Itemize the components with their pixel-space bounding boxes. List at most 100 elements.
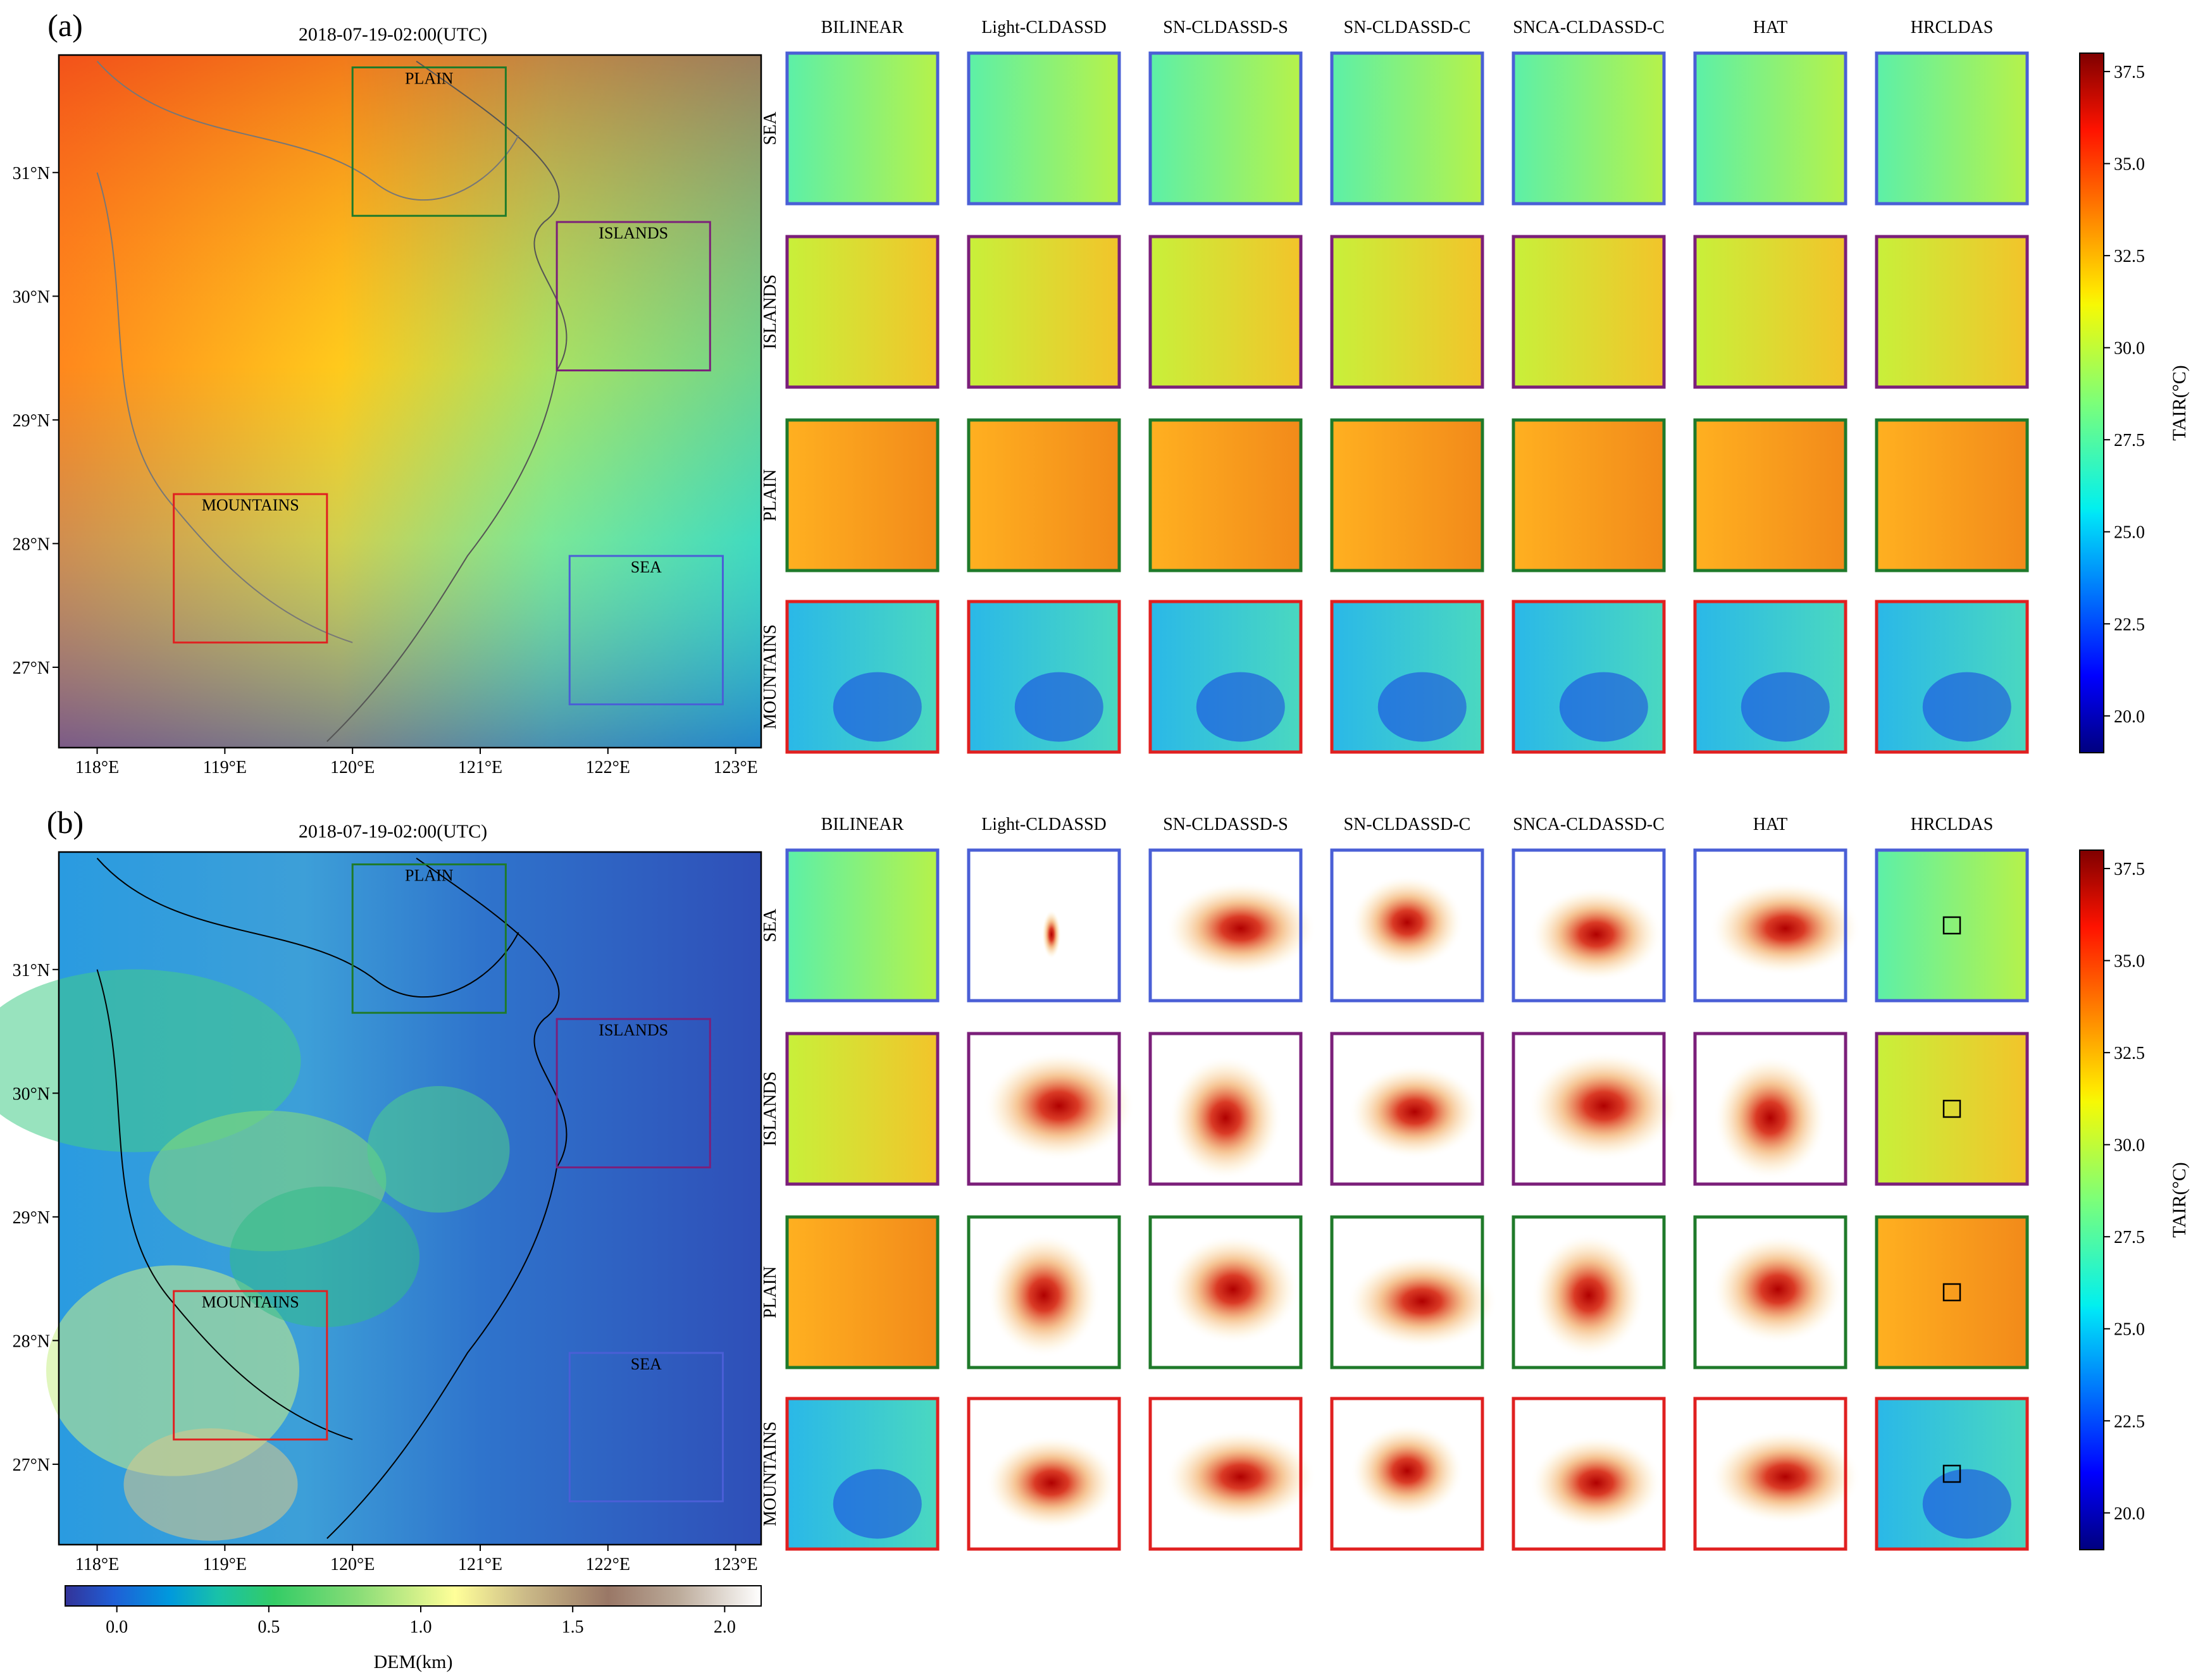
tile-fill <box>969 420 1119 571</box>
attention-blob <box>983 1051 1135 1161</box>
tile-fill <box>787 420 938 571</box>
method-label: Light-CLDASSD <box>981 18 1107 37</box>
tile-frame <box>967 235 1121 389</box>
colorbar-tick-label: 32.5 <box>2114 247 2145 266</box>
row-label: MOUNTAINS <box>761 624 780 729</box>
attention-blob <box>1529 1435 1663 1531</box>
tile-frame <box>1512 1032 1666 1186</box>
method-label: HAT <box>1753 18 1787 37</box>
tile-frame <box>1875 51 2029 206</box>
tile-fill <box>1332 53 1482 204</box>
colorbar-tick-label: 32.5 <box>2114 1044 2145 1063</box>
tile-frame <box>785 1397 940 1551</box>
query-point-marker <box>1942 916 1961 935</box>
tile-frame <box>785 418 940 572</box>
tile-frame <box>1148 1397 1303 1551</box>
tile-fill <box>1877 1034 2027 1184</box>
y-tick-label: 29°N <box>13 411 50 431</box>
tile-frame <box>1875 1397 2029 1551</box>
dem-colorbar-tick-label: 0.5 <box>258 1617 280 1637</box>
dem-colorbar-label: DEM(km) <box>374 1652 453 1672</box>
attention-blob <box>1346 1254 1498 1349</box>
tile-fill <box>969 53 1119 204</box>
terrain-patch <box>46 1265 299 1476</box>
tile-frame <box>785 235 940 389</box>
attention-blob <box>1532 1232 1646 1358</box>
y-tick-label: 31°N <box>13 961 50 980</box>
colorbar-label: TAIR(°C) <box>2169 365 2190 441</box>
x-tick-label: 119°E <box>203 1555 247 1574</box>
attention-blob <box>1348 1064 1481 1159</box>
tile-frame <box>1330 848 1484 1003</box>
tile-frame <box>1330 1215 1484 1369</box>
province-border <box>96 172 353 643</box>
tile-fill <box>1513 420 1664 571</box>
row-label: PLAIN <box>761 1266 780 1318</box>
map-title: 2018-07-19-02:00(UTC) <box>299 24 487 45</box>
region-label-mountains: MOUNTAINS <box>202 1293 299 1311</box>
query-point-marker <box>1942 1099 1961 1118</box>
tile-frame <box>1148 600 1303 754</box>
method-label: SN-CLDASSD-C <box>1344 18 1471 37</box>
colorbar-tick-label: 22.5 <box>2114 1412 2145 1431</box>
attention-blob <box>1529 887 1663 982</box>
attention-blob <box>987 1232 1101 1358</box>
map-shading <box>59 55 761 748</box>
attention-blob <box>1169 1055 1282 1181</box>
tile-frame <box>1693 418 1847 572</box>
region-box-islands <box>556 221 711 372</box>
colorbar-tick-label: 30.0 <box>2114 339 2145 359</box>
dem-colorbar <box>65 1585 762 1607</box>
tile-frame <box>1330 1032 1484 1186</box>
x-tick-label: 123°E <box>713 1555 757 1574</box>
region-box-sea <box>568 1352 724 1503</box>
cold-patch <box>1922 672 2011 742</box>
tile-frame <box>785 1215 940 1369</box>
cold-patch <box>1559 672 1648 742</box>
x-tick-label: 122°E <box>586 1555 630 1574</box>
region-label-plain: PLAIN <box>405 70 454 88</box>
tile-frame <box>1693 848 1847 1003</box>
row-label: SEA <box>761 908 780 942</box>
tile-frame <box>1875 418 2029 572</box>
tile-frame <box>1330 600 1484 754</box>
tile-frame <box>785 600 940 754</box>
attention-blob <box>1041 910 1061 960</box>
cold-patch <box>833 1469 922 1539</box>
colorbar-tick-label: 25.0 <box>2114 523 2145 543</box>
y-tick-label: 31°N <box>13 164 50 183</box>
tile-frame <box>785 51 940 206</box>
y-tick-label: 30°N <box>13 1084 50 1104</box>
region-box-plain <box>351 863 507 1014</box>
row-label: ISLANDS <box>761 1072 780 1146</box>
x-tick-label: 121°E <box>458 1555 502 1574</box>
tile-fill <box>1877 420 2027 571</box>
tile-frame <box>1875 1032 2029 1186</box>
tile-fill <box>1332 237 1482 387</box>
tile-frame <box>1512 235 1666 389</box>
colorbar-tick-label: 27.5 <box>2114 431 2145 450</box>
tile-frame <box>1512 51 1666 206</box>
cold-patch <box>1377 672 1467 742</box>
dem-colorbar-tick-label: 1.5 <box>562 1617 584 1637</box>
tile-frame <box>1693 1032 1847 1186</box>
tile-frame <box>785 848 940 1003</box>
tile-frame <box>1330 418 1484 572</box>
tile-frame <box>1330 235 1484 389</box>
colorbar-tick-label: 25.0 <box>2114 1320 2145 1340</box>
query-point-marker <box>1942 1464 1961 1483</box>
attention-blob <box>1350 1423 1464 1519</box>
method-label: HRCLDAS <box>1911 815 1994 834</box>
cold-patch <box>1741 672 1830 742</box>
row-label: MOUNTAINS <box>761 1421 780 1526</box>
tile-fill <box>1695 420 1846 571</box>
tile-fill <box>1332 420 1482 571</box>
x-tick-label: 123°E <box>713 758 757 777</box>
region-box-mountains <box>173 1290 328 1441</box>
colorbar-tick-label: 35.0 <box>2114 155 2145 175</box>
x-tick-label: 118°E <box>75 1555 119 1574</box>
region-label-plain: PLAIN <box>405 867 454 885</box>
attention-blob <box>984 1435 1118 1531</box>
